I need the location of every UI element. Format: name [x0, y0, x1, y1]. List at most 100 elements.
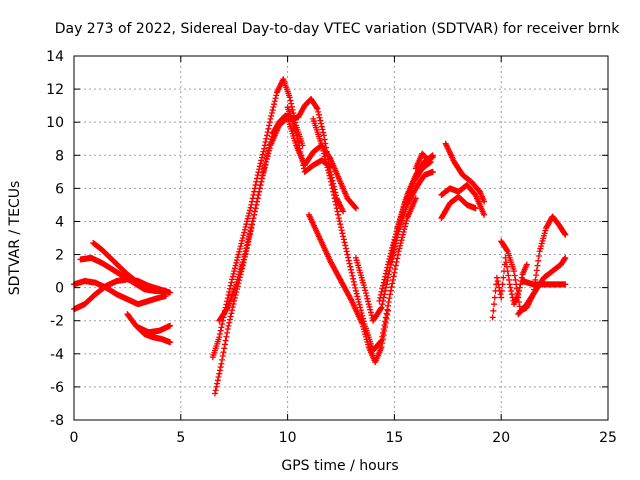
data-point	[339, 230, 346, 237]
data-point	[229, 307, 236, 314]
data-point	[331, 195, 338, 202]
data-point	[245, 212, 252, 219]
data-point	[273, 92, 280, 99]
data-point	[313, 104, 320, 111]
data-point	[378, 304, 385, 311]
series-arc-18	[442, 140, 488, 205]
data-point	[293, 129, 300, 136]
data-point	[343, 248, 350, 255]
data-point	[333, 201, 340, 208]
data-point	[352, 205, 359, 212]
data-point	[333, 205, 340, 212]
data-point	[271, 98, 278, 105]
data-point	[392, 237, 399, 244]
data-point	[213, 383, 220, 390]
data-point	[392, 266, 399, 273]
data-point	[365, 301, 372, 308]
data-point	[265, 125, 272, 132]
data-point	[320, 129, 327, 136]
data-point	[389, 250, 396, 257]
series-arc-03	[77, 254, 169, 294]
data-point	[254, 195, 261, 202]
data-point	[318, 123, 325, 130]
x-tick-label: 10	[279, 430, 297, 446]
data-point	[392, 234, 399, 241]
data-point	[385, 271, 392, 278]
data-point	[243, 221, 250, 228]
data-point	[379, 285, 386, 292]
data-point	[258, 178, 265, 185]
data-point	[321, 136, 328, 143]
data-points	[71, 76, 569, 397]
data-point	[367, 309, 374, 316]
data-point	[246, 210, 253, 217]
y-tick-label: 4	[55, 214, 64, 230]
y-tick-label: -2	[50, 314, 64, 330]
data-point	[381, 322, 388, 329]
data-point	[212, 387, 219, 394]
data-point	[230, 270, 237, 277]
data-point	[260, 169, 267, 176]
data-point	[352, 284, 359, 291]
data-point	[342, 242, 349, 249]
y-tick-label: 8	[55, 148, 64, 164]
data-point	[268, 112, 275, 119]
data-point	[236, 246, 243, 253]
data-point	[251, 211, 258, 218]
x-tick-label: 5	[176, 430, 185, 446]
data-point	[379, 333, 386, 340]
data-point	[357, 307, 364, 314]
data-point	[263, 132, 270, 139]
data-point	[391, 269, 398, 276]
data-point	[262, 161, 269, 168]
data-point	[260, 148, 267, 155]
data-point	[561, 255, 568, 262]
data-point	[216, 334, 223, 341]
data-point	[298, 155, 305, 162]
data-point	[246, 233, 253, 240]
data-point	[367, 306, 374, 313]
data-point	[335, 211, 342, 218]
data-point	[494, 278, 501, 285]
data-point	[377, 338, 384, 345]
data-point	[534, 262, 541, 269]
data-point	[390, 273, 397, 280]
y-tick-label: 10	[46, 115, 64, 131]
data-point	[320, 147, 327, 154]
data-point	[381, 276, 388, 283]
data-point	[299, 158, 306, 165]
data-point	[358, 310, 365, 317]
data-point	[394, 251, 401, 258]
data-point	[388, 284, 395, 291]
data-point	[382, 314, 389, 321]
data-point	[217, 364, 224, 371]
series-arc-16	[412, 150, 436, 172]
data-point	[391, 240, 398, 247]
data-point	[267, 115, 274, 122]
data-point	[362, 287, 369, 294]
data-point	[360, 318, 367, 325]
data-point	[562, 281, 569, 288]
data-point	[338, 227, 345, 234]
data-point	[246, 230, 253, 237]
series-arc-23	[519, 278, 569, 288]
data-point	[507, 284, 514, 291]
data-point	[384, 306, 391, 313]
data-point	[211, 390, 218, 397]
data-point	[355, 296, 362, 303]
data-point	[380, 282, 387, 289]
data-point	[335, 215, 342, 222]
data-point	[233, 259, 240, 266]
data-point	[327, 175, 334, 182]
data-point	[251, 208, 258, 215]
series-arc-02	[71, 278, 169, 308]
data-point	[389, 280, 396, 287]
y-tick-label: 2	[55, 248, 64, 264]
data-point	[396, 245, 403, 252]
data-point	[250, 215, 257, 222]
data-point	[380, 326, 387, 332]
data-point	[253, 198, 260, 205]
data-point	[429, 153, 436, 160]
data-point	[231, 268, 238, 275]
data-point	[505, 272, 512, 279]
